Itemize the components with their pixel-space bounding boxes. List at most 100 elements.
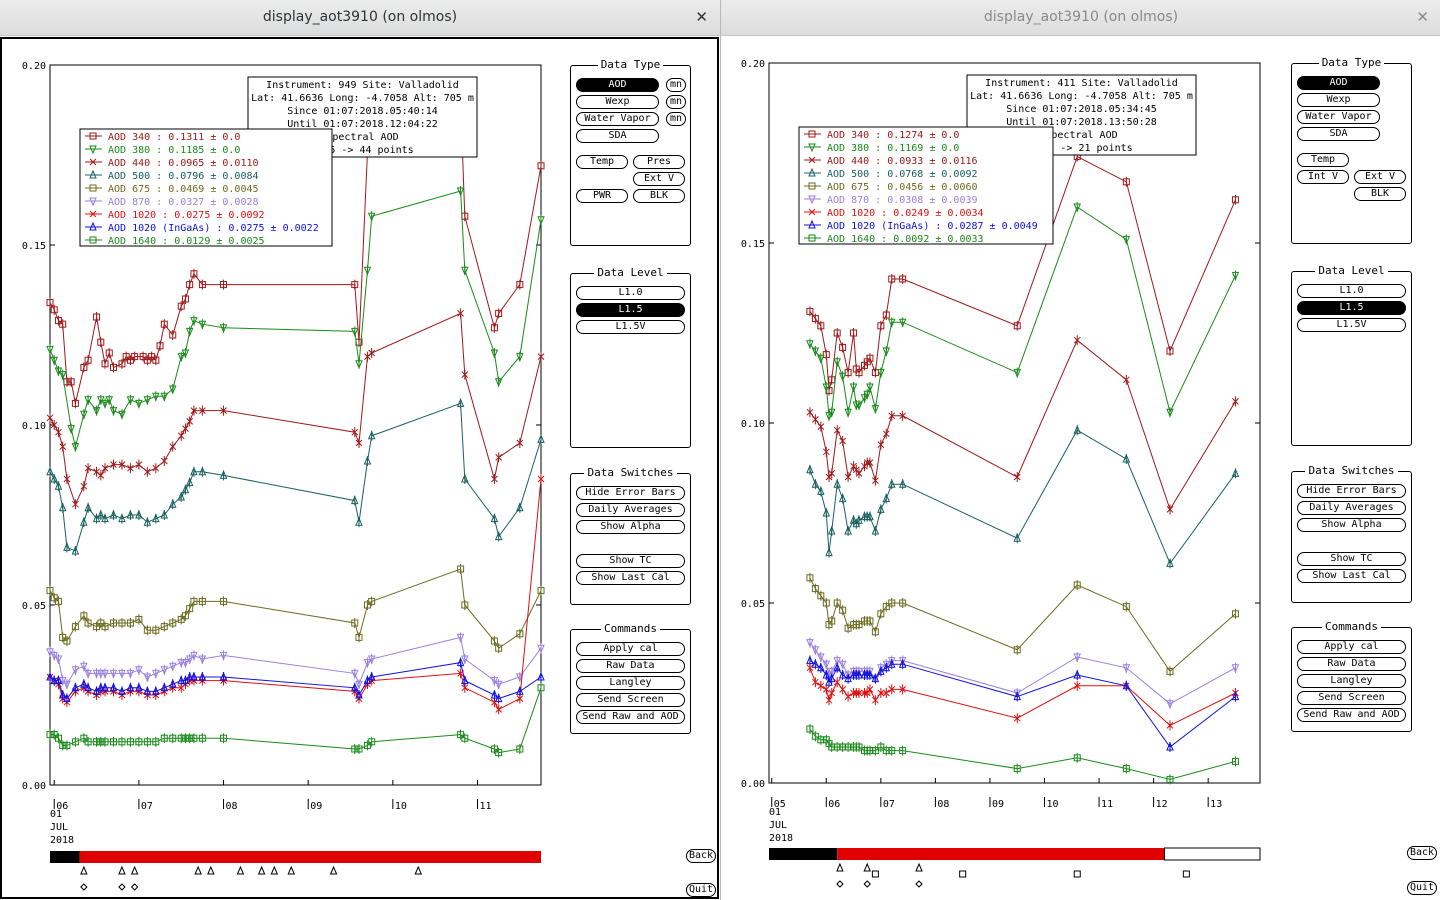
window-title: display_aot3910 (on olmos): [262, 9, 458, 25]
close-icon[interactable]: ✕: [695, 8, 708, 26]
ext-v-button[interactable]: Ext V: [1354, 170, 1406, 184]
int-v-button[interactable]: Int V: [1297, 170, 1349, 184]
data-point: [190, 734, 198, 742]
apply-cal-button[interactable]: Apply cal: [1297, 640, 1406, 654]
data-point: [89, 221, 97, 231]
data-point: [899, 747, 907, 755]
data-point: [822, 686, 830, 693]
info-line: Since 01:07:2018.05:40:14: [287, 106, 438, 117]
data-point: [495, 749, 503, 757]
pwr-button[interactable]: PWR: [576, 189, 628, 203]
event-triangle: [287, 865, 296, 875]
data-point: [457, 310, 464, 317]
water-vapor-button[interactable]: Water Vapor: [1297, 110, 1380, 124]
quit-button[interactable]: Quit: [686, 883, 716, 897]
l15-button[interactable]: L1.5: [576, 303, 685, 317]
mn-button[interactable]: mn: [666, 112, 686, 126]
data-point: [1166, 700, 1174, 710]
show-alpha-button[interactable]: Show Alpha: [576, 520, 685, 534]
hide-error-bars-button[interactable]: Hide Error Bars: [1297, 484, 1406, 498]
send-screen-button[interactable]: Send Screen: [1297, 691, 1406, 705]
l15-button[interactable]: L1.5: [1297, 301, 1406, 315]
data-point: [46, 299, 54, 307]
data-point: [516, 281, 524, 289]
langley-button[interactable]: Langley: [576, 676, 685, 690]
pres-button[interactable]: Pres: [633, 155, 685, 169]
back-button[interactable]: Back: [1407, 846, 1437, 860]
legend-label: AOD 870 : 0.0327 ± 0.0028: [108, 197, 259, 208]
data-point: [1231, 271, 1240, 281]
info-line: Spectral AOD: [326, 132, 398, 143]
data-point: [872, 696, 879, 704]
data-point: [1166, 347, 1174, 355]
raw-data-button[interactable]: Raw Data: [576, 659, 685, 673]
raw-data-button[interactable]: Raw Data: [1297, 657, 1406, 671]
mn-button[interactable]: mn: [666, 95, 686, 109]
wexp-button[interactable]: Wexp: [576, 95, 659, 109]
data-point: [177, 675, 185, 685]
send-raw-aod-button[interactable]: Send Raw and AOD: [576, 710, 685, 724]
data-point: [833, 657, 841, 666]
blk-button[interactable]: BLK: [1354, 187, 1406, 201]
data-point: [1073, 754, 1081, 762]
data-level-panel: Data Level L1.0 L1.5 L1.5V: [1291, 264, 1412, 446]
l10-button[interactable]: L1.0: [576, 286, 685, 300]
daily-averages-button[interactable]: Daily Averages: [1297, 501, 1406, 515]
blk-button[interactable]: BLK: [633, 189, 685, 203]
l15v-button[interactable]: L1.5V: [576, 320, 685, 334]
x-tick-label: 05: [774, 799, 786, 810]
show-last-cal-button[interactable]: Show Last Cal: [1297, 569, 1406, 583]
data-point: [855, 667, 863, 677]
data-point: [850, 329, 858, 337]
daily-averages-button[interactable]: Daily Averages: [576, 503, 685, 517]
show-tc-button[interactable]: Show TC: [576, 554, 685, 568]
water-vapor-button[interactable]: Water Vapor: [576, 112, 659, 126]
quit-button[interactable]: Quit: [1407, 881, 1437, 895]
data-point: [84, 682, 92, 692]
data-point: [494, 531, 503, 541]
hide-error-bars-button[interactable]: Hide Error Bars: [576, 486, 685, 500]
event-square: [1073, 870, 1081, 878]
data-point: [811, 658, 820, 668]
sda-button[interactable]: SDA: [1297, 127, 1380, 141]
apply-cal-button[interactable]: Apply cal: [576, 642, 685, 656]
send-screen-button[interactable]: Send Screen: [576, 693, 685, 707]
temp-button[interactable]: Temp: [1297, 153, 1349, 167]
temp-button[interactable]: Temp: [576, 155, 628, 169]
data-point: [89, 184, 97, 192]
wexp-button[interactable]: Wexp: [1297, 93, 1380, 107]
aod-button[interactable]: AOD: [1297, 76, 1380, 90]
data-switches-panel: Data Switches Hide Error Bars Daily Aver…: [1291, 464, 1412, 603]
series-0: [806, 151, 1239, 396]
close-icon[interactable]: ✕: [1416, 8, 1429, 26]
back-button[interactable]: Back: [686, 849, 716, 863]
show-tc-button[interactable]: Show TC: [1297, 552, 1406, 566]
data-point: [817, 682, 825, 690]
mn-button[interactable]: mn: [666, 78, 686, 92]
legend-label: AOD 1640 : 0.0129 ± 0.0025: [108, 236, 265, 247]
langley-button[interactable]: Langley: [1297, 674, 1406, 688]
data-point: [811, 478, 820, 488]
time-bar-white: [1164, 847, 1261, 861]
data-point: [143, 673, 152, 683]
aod-button[interactable]: AOD: [576, 78, 659, 92]
data-point: [190, 597, 198, 605]
titlebar-right[interactable]: display_aot3910 (on olmos) ✕: [721, 0, 1440, 36]
sda-button[interactable]: SDA: [576, 129, 659, 143]
titlebar-left[interactable]: display_aot3910 (on olmos) ✕: [0, 0, 720, 36]
legend-label: AOD 380 : 0.1185 ± 0.0: [108, 145, 240, 156]
send-raw-aod-button[interactable]: Send Raw and AOD: [1297, 708, 1406, 722]
show-last-cal-button[interactable]: Show Last Cal: [576, 571, 685, 585]
l10-button[interactable]: L1.0: [1297, 284, 1406, 298]
data-point: [109, 682, 118, 692]
data-point: [89, 145, 97, 155]
l15v-button[interactable]: L1.5V: [1297, 318, 1406, 332]
data-point: [461, 655, 469, 665]
event-triangle: [80, 865, 88, 875]
data-point: [866, 667, 874, 677]
data-point: [827, 673, 836, 683]
data-point: [152, 626, 160, 634]
show-alpha-button[interactable]: Show Alpha: [1297, 518, 1406, 532]
event-triangle: [207, 865, 215, 875]
ext-v-button[interactable]: Ext V: [633, 172, 685, 186]
